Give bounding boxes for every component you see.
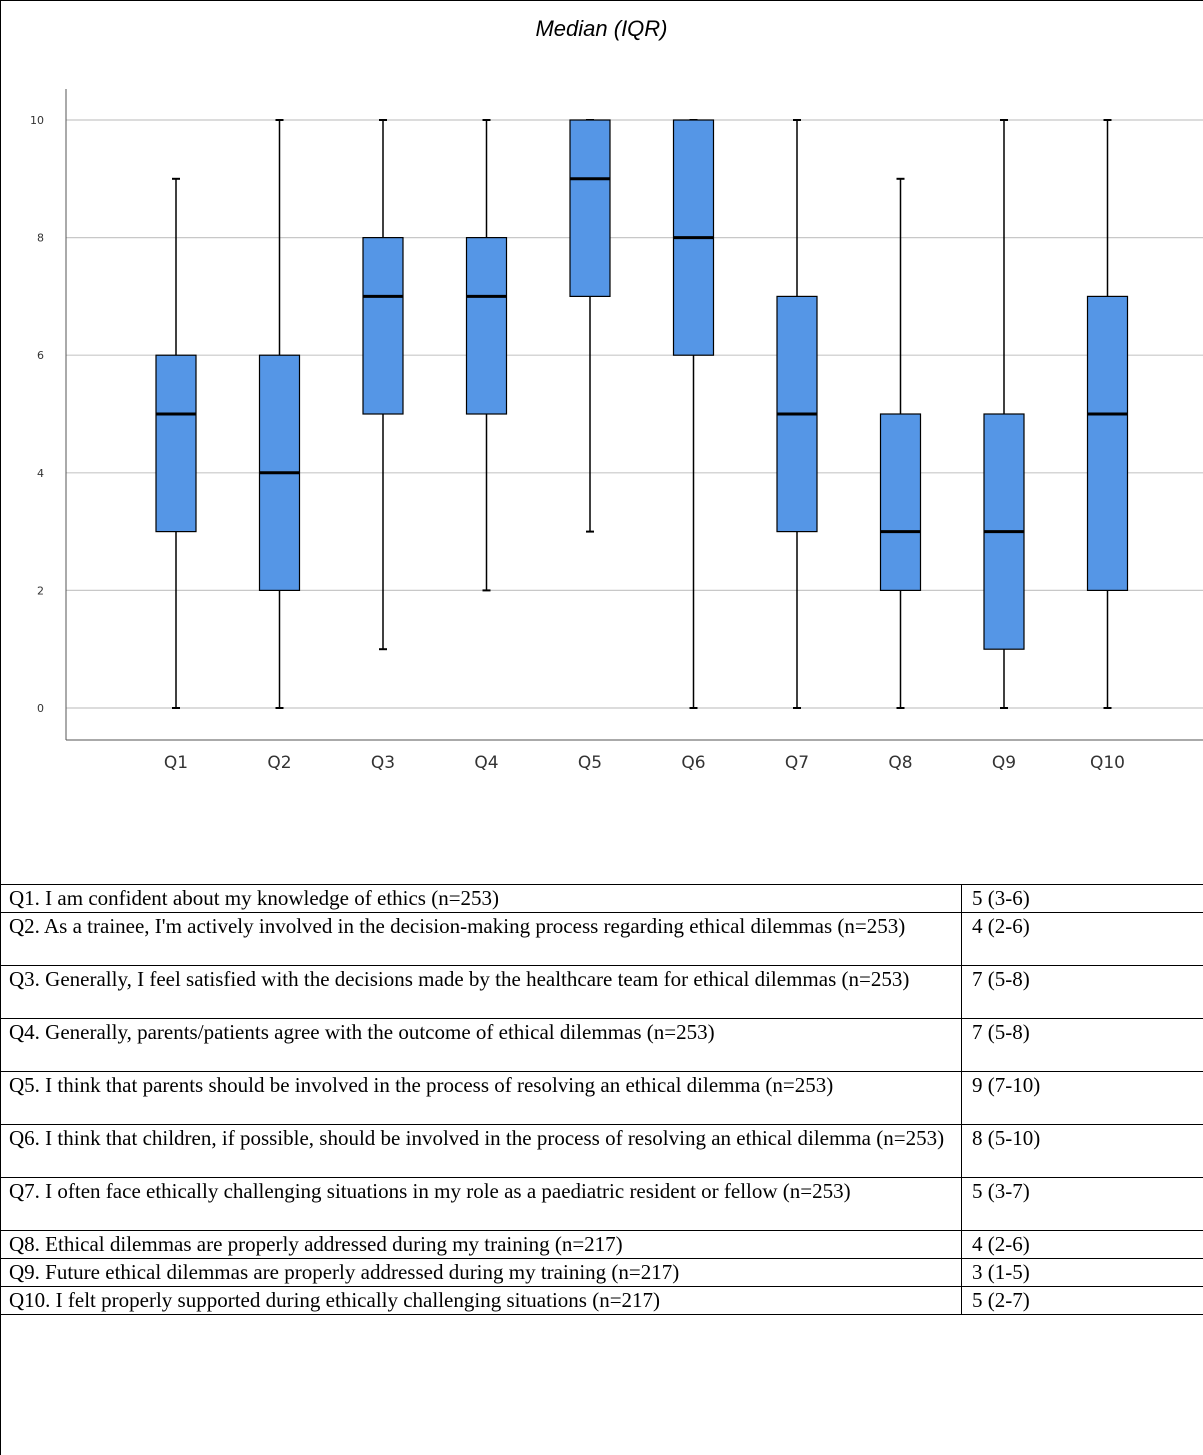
x-category-label: Q6 (681, 753, 705, 773)
x-category-label: Q2 (267, 753, 291, 773)
question-cell: Q9. Future ethical dilemmas are properly… (0, 1258, 962, 1287)
question-cell: Q3. Generally, I feel satisfied with the… (0, 965, 962, 1019)
table-row: Q8. Ethical dilemmas are properly addres… (0, 1230, 1203, 1259)
question-cell: Q4. Generally, parents/patients agree wi… (0, 1018, 962, 1072)
y-tick-label: 10 (30, 114, 44, 127)
x-category-label: Q9 (992, 753, 1016, 773)
iqr-box (879, 413, 922, 591)
y-tick-label: 8 (37, 232, 44, 245)
median-iqr-cell: 8 (5-10) (961, 1124, 1203, 1178)
table-row: Q2. As a trainee, I'm actively involved … (0, 912, 1203, 966)
x-category-label: Q8 (888, 753, 912, 773)
question-cell: Q1. I am confident about my knowledge of… (0, 884, 962, 913)
x-category-label: Q7 (785, 753, 809, 773)
table-row: Q5. I think that parents should be invol… (0, 1071, 1203, 1125)
question-cell: Q6. I think that children, if possible, … (0, 1124, 962, 1178)
median-iqr-cell: 5 (2-7) (961, 1286, 1203, 1315)
iqr-box (1086, 295, 1129, 591)
median-iqr-cell: 7 (5-8) (961, 965, 1203, 1019)
y-tick-label: 4 (37, 467, 44, 480)
y-tick-label: 0 (37, 702, 44, 715)
median-iqr-cell: 4 (2-6) (961, 912, 1203, 966)
table-row: Q4. Generally, parents/patients agree wi… (0, 1018, 1203, 1072)
median-iqr-cell: 9 (7-10) (961, 1071, 1203, 1125)
table-row: Q10. I felt properly supported during et… (0, 1286, 1203, 1315)
table-row: Q7. I often face ethically challenging s… (0, 1177, 1203, 1231)
box-plot: 0 2 4 6 8 10 Q1 Q2 Q3 Q4 Q5 Q6 Q7 Q8 Q9 Q10 (30, 89, 1203, 773)
iqr-box (569, 119, 611, 297)
results-table: Q1. I am confident about my knowledge of… (0, 884, 1203, 1315)
iqr-box (155, 354, 197, 533)
median-iqr-cell: 3 (1-5) (961, 1258, 1203, 1287)
median-iqr-cell: 5 (3-6) (961, 884, 1203, 913)
question-cell: Q2. As a trainee, I'm actively involved … (0, 912, 962, 966)
median-iqr-cell: 4 (2-6) (961, 1230, 1203, 1259)
y-tick-label: 2 (37, 584, 44, 597)
median-iqr-cell: 5 (3-7) (961, 1177, 1203, 1231)
question-cell: Q8. Ethical dilemmas are properly addres… (0, 1230, 962, 1259)
table-row: Q3. Generally, I feel satisfied with the… (0, 965, 1203, 1019)
x-category-label: Q3 (371, 753, 395, 773)
chart-title: Median (IQR) (535, 16, 668, 41)
table-row: Q1. I am confident about my knowledge of… (0, 884, 1203, 913)
x-category-label: Q4 (474, 753, 498, 773)
x-category-label: Q1 (164, 753, 188, 773)
question-cell: Q10. I felt properly supported during et… (0, 1286, 962, 1315)
iqr-box (362, 237, 404, 415)
table-row: Q9. Future ethical dilemmas are properly… (0, 1258, 1203, 1287)
table-row: Q6. I think that children, if possible, … (0, 1124, 1203, 1178)
question-cell: Q5. I think that parents should be invol… (0, 1071, 962, 1125)
y-tick-label: 6 (37, 349, 44, 362)
x-category-label: Q10 (1090, 753, 1125, 773)
x-category-label: Q5 (578, 753, 602, 773)
median-iqr-cell: 7 (5-8) (961, 1018, 1203, 1072)
iqr-box (465, 237, 508, 415)
question-cell: Q7. I often face ethically challenging s… (0, 1177, 962, 1231)
